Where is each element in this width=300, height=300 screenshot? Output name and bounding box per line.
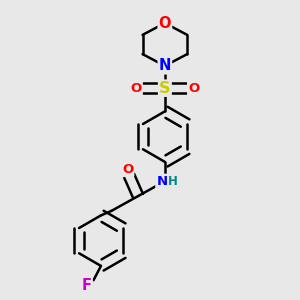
- Text: F: F: [82, 278, 92, 293]
- Text: S: S: [159, 81, 171, 96]
- Text: O: O: [159, 16, 171, 31]
- Text: O: O: [188, 82, 199, 95]
- Text: N: N: [156, 175, 167, 188]
- Text: O: O: [122, 163, 133, 176]
- Text: H: H: [168, 175, 178, 188]
- Text: O: O: [130, 82, 142, 95]
- Text: N: N: [159, 58, 171, 74]
